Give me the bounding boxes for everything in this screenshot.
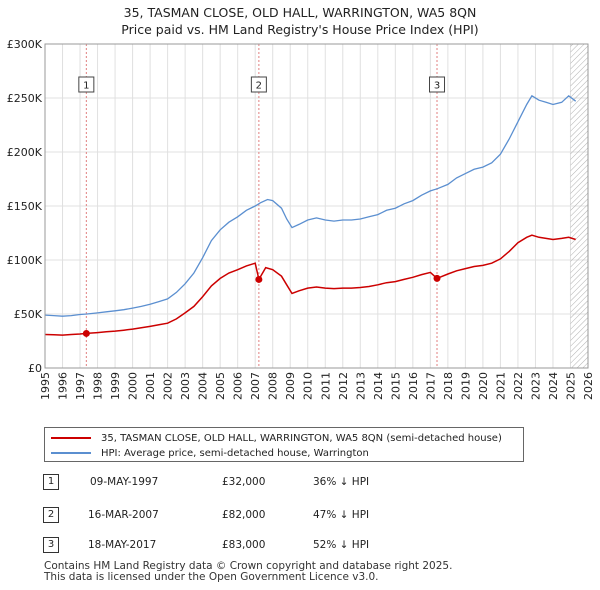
footer: Contains HM Land Registry data © Crown c… [44,561,452,583]
x-tick-label: 1996 [57,372,70,400]
sale-badge: 2 [250,76,267,93]
x-tick-label: 2026 [582,372,595,400]
x-tick-label: 2015 [389,372,402,400]
y-tick-label: £200K [7,146,43,159]
chart-title: 35, TASMAN CLOSE, OLD HALL, WARRINGTON, … [0,4,600,38]
transaction-hpi-delta: 52% ↓ HPI [313,539,370,551]
x-tick-label: 2024 [547,372,560,400]
x-tick-label: 2022 [512,372,525,400]
transaction-number: 2 [43,507,59,523]
y-tick-label: £50K [14,308,43,321]
x-tick-label: 1999 [109,372,122,400]
x-tick-label: 2018 [442,372,455,400]
x-tick-label: 2006 [232,372,245,400]
sale-badge-box [429,76,446,93]
x-tick-label: 2003 [179,372,192,400]
sale-badge-box [78,76,95,93]
x-tick-label: 2013 [354,372,367,400]
x-tick-label: 1995 [39,372,52,400]
sale-point [433,274,441,282]
x-tick-label: 2000 [127,372,140,400]
x-tick-label: 2014 [372,372,385,400]
y-tick-label: £300K [7,38,43,51]
x-tick-label: 2009 [284,372,297,400]
x-tick-label: 2007 [249,372,262,400]
x-tick-label: 2025 [564,372,577,400]
x-tick-label: 2002 [162,372,175,400]
transaction-number: 1 [43,474,59,490]
x-tick-label: 1997 [74,372,87,400]
footer-license: This data is licensed under the Open Gov… [44,571,379,583]
legend-swatch-property [51,437,91,439]
x-tick-label: 2016 [407,372,420,400]
y-tick-label: £150K [7,200,43,213]
legend-swatch-hpi [51,452,91,454]
x-tick-label: 2004 [197,372,210,400]
x-tick-label: 2012 [337,372,350,400]
legend-label-property: 35, TASMAN CLOSE, OLD HALL, WARRINGTON, … [101,432,502,444]
series-line-hpi [45,94,577,317]
title-line-2: Price paid vs. HM Land Registry's House … [121,22,479,37]
legend: 35, TASMAN CLOSE, OLD HALL, WARRINGTON, … [44,427,524,462]
x-tick-label: 2017 [424,372,437,400]
price-chart: 1 2 3 £0 £50K £100K £150K £200K £250K £300K 1995 19… [7,38,595,400]
y-tick-label: £100K [7,254,43,267]
forecast-hatch [570,44,588,368]
sale-badge-label: 3 [434,81,440,92]
sale-point [255,275,263,283]
title-line-1: 35, TASMAN CLOSE, OLD HALL, WARRINGTON, … [123,5,477,20]
x-tick-label: 2023 [529,372,542,400]
x-tick-label: 2008 [267,372,280,400]
sale-badge-label: 2 [256,81,262,92]
y-tick-label: £0 [28,362,42,375]
transaction-date: 18-MAY-2017 [88,539,157,551]
x-tick-label: 2019 [459,372,472,400]
sale-badge: 1 [78,76,95,93]
transaction-number: 3 [43,537,59,553]
transaction-date: 09-MAY-1997 [90,476,159,488]
sale-badge-label: 1 [83,81,89,92]
x-tick-label: 2005 [214,372,227,400]
plot-frame [44,43,589,369]
y-tick-label: £250K [7,92,43,105]
transaction-price: £82,000 [222,509,266,521]
legend-item-hpi: HPI: Average price, semi-detached house,… [51,446,369,460]
transaction-price: £83,000 [222,539,266,551]
footer-copyright: Contains HM Land Registry data © Crown c… [44,560,453,572]
transaction-hpi-delta: 47% ↓ HPI [313,509,370,521]
legend-item-property: 35, TASMAN CLOSE, OLD HALL, WARRINGTON, … [51,431,502,445]
sale-point [82,329,90,337]
transaction-price: £32,000 [222,476,266,488]
transaction-hpi-delta: 36% ↓ HPI [313,476,370,488]
series-line-property [45,234,576,336]
x-tick-label: 2011 [319,372,332,400]
x-tick-label: 2021 [494,372,507,400]
sale-badge-box [250,76,267,93]
x-tick-label: 2010 [302,372,315,400]
x-tick-label: 2020 [477,372,490,400]
x-tick-label: 1998 [92,372,105,400]
sale-badge: 3 [429,76,446,93]
transaction-date: 16-MAR-2007 [88,509,159,521]
x-tick-label: 2001 [144,372,157,400]
legend-label-hpi: HPI: Average price, semi-detached house,… [101,447,369,459]
